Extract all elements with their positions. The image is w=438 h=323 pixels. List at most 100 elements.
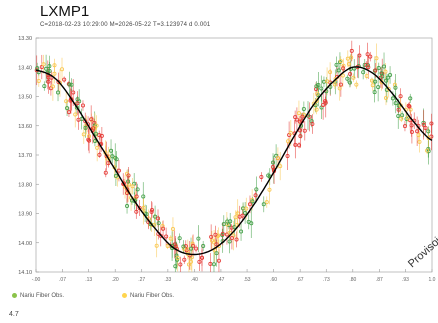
y-tick-label: 13.80: [18, 182, 32, 188]
legend-item: Nariu Fiber Obs.: [12, 293, 64, 299]
data-point: [229, 236, 234, 241]
data-point: [188, 259, 193, 264]
data-point: [64, 99, 69, 104]
data-point: [150, 208, 155, 213]
data-point: [300, 114, 305, 119]
data-point: [106, 156, 111, 161]
data-point: [154, 243, 159, 248]
data-point: [125, 204, 130, 209]
data-point: [357, 53, 362, 58]
x-tick-label: .27: [138, 277, 145, 283]
data-point: [298, 128, 303, 133]
data-point: [71, 90, 76, 95]
data-point: [227, 230, 232, 235]
data-point: [293, 142, 298, 147]
y-tick-label: 13.60: [18, 124, 32, 130]
data-point: [97, 152, 102, 157]
x-tick-label: .80: [349, 277, 356, 283]
data-point: [407, 104, 412, 109]
data-point: [370, 83, 375, 88]
data-point: [89, 117, 94, 122]
y-tick-label: 13.70: [18, 153, 32, 159]
data-point: [75, 101, 80, 106]
data-point: [338, 59, 343, 64]
data-point: [197, 259, 202, 264]
data-point: [224, 232, 229, 237]
data-point: [286, 139, 291, 144]
data-point: [235, 211, 240, 216]
data-point: [183, 244, 188, 249]
data-point: [52, 63, 57, 68]
data-point: [364, 62, 369, 67]
data-point: [302, 128, 307, 133]
data-point: [240, 213, 245, 218]
data-point: [87, 134, 92, 139]
x-tick-label: .20: [112, 277, 119, 283]
data-point: [130, 184, 135, 189]
data-point: [173, 244, 178, 249]
data-point: [50, 84, 55, 89]
legend-item: Nariu Fiber Obs.: [122, 293, 174, 299]
data-point: [338, 82, 343, 87]
data-point: [362, 62, 367, 67]
data-point: [56, 79, 61, 84]
data-point: [297, 143, 302, 148]
data-point: [423, 125, 428, 130]
data-point: [226, 223, 231, 228]
data-point: [402, 124, 407, 129]
data-point: [216, 258, 221, 263]
data-point: [337, 86, 342, 91]
data-point: [316, 83, 321, 88]
data-point: [383, 69, 388, 74]
data-point: [109, 148, 114, 153]
x-tick-label: .53: [244, 277, 251, 283]
data-point: [406, 103, 411, 108]
data-point: [278, 164, 283, 169]
data-point: [39, 65, 44, 70]
data-point: [149, 209, 154, 214]
data-point: [372, 90, 377, 95]
data-point: [334, 62, 339, 67]
data-point: [247, 202, 252, 207]
data-point: [52, 71, 57, 76]
data-point: [325, 79, 330, 84]
x-tick-label: 1.0: [429, 277, 436, 283]
data-point: [384, 78, 389, 83]
data-point: [160, 224, 165, 229]
data-point: [261, 202, 266, 207]
data-point: [426, 136, 431, 141]
data-point: [186, 262, 191, 267]
data-point: [116, 168, 121, 173]
data-point: [194, 246, 199, 251]
data-point: [132, 199, 137, 204]
data-point: [365, 52, 370, 57]
data-point: [80, 103, 85, 108]
data-point: [301, 107, 306, 112]
data-point: [178, 262, 183, 267]
data-point: [134, 209, 139, 214]
data-point: [243, 210, 248, 215]
provisoire-watermark: Provisoire: [406, 229, 438, 271]
data-point: [328, 70, 333, 75]
data-point: [164, 234, 169, 239]
chart-axes: [35, 37, 433, 273]
x-tick-label: -.00: [32, 277, 41, 283]
data-point: [396, 103, 401, 108]
data-point: [349, 55, 354, 60]
data-point: [425, 148, 430, 153]
data-point: [285, 154, 290, 159]
data-point: [47, 68, 52, 73]
data-point: [405, 116, 410, 121]
chart-title: LXMP1: [40, 3, 90, 20]
data-point: [181, 246, 186, 251]
data-point: [288, 130, 293, 135]
data-point: [220, 231, 225, 236]
data-point: [382, 64, 387, 69]
data-point: [374, 56, 379, 61]
data-points: [34, 48, 434, 269]
y-tick-label: 13.50: [18, 95, 32, 101]
x-tick-label: .93: [402, 277, 409, 283]
data-point: [416, 132, 421, 137]
data-point: [46, 79, 51, 84]
data-point: [373, 68, 378, 73]
